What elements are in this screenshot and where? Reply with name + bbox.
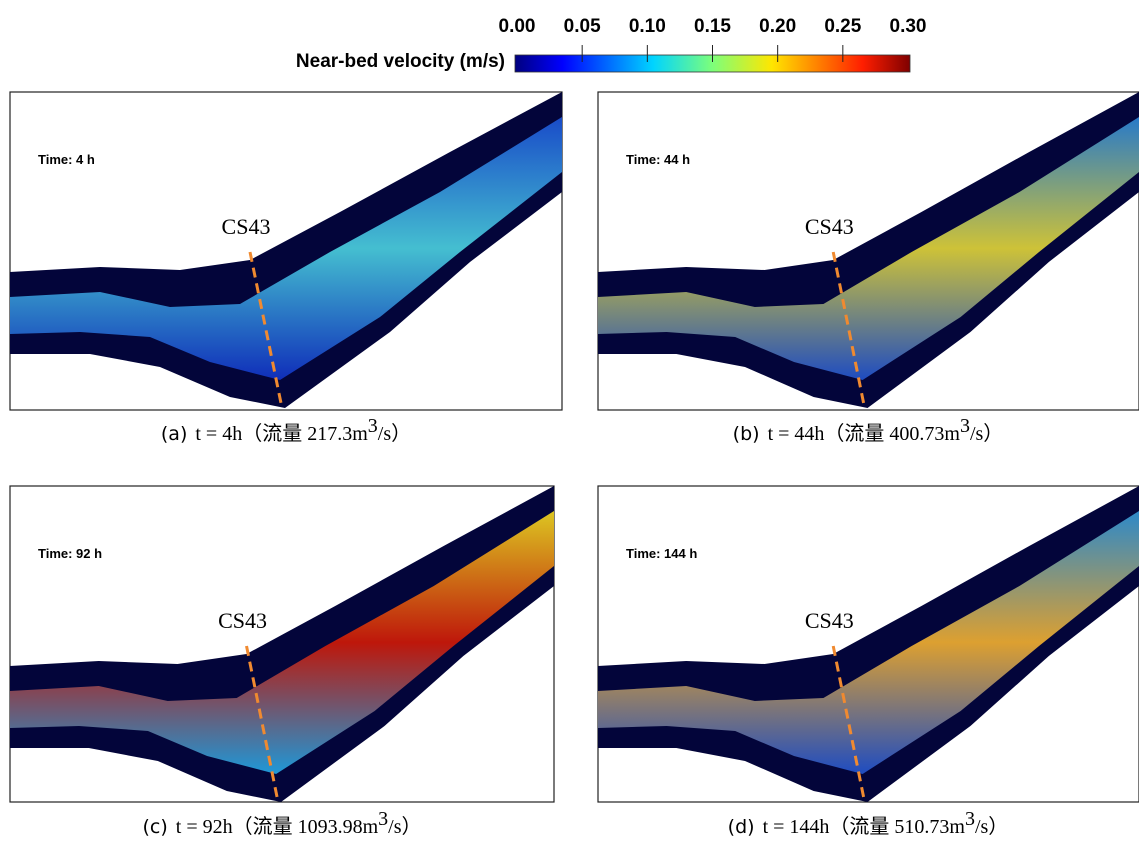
caption-tail: /s） — [975, 815, 1008, 838]
colorbar-tick-label: 0.15 — [694, 16, 731, 37]
time-label: Time: 92 h — [38, 546, 102, 561]
caption-text: t = 92h（流量 1093.98m — [176, 815, 379, 838]
section-label: CS43 — [805, 608, 854, 633]
caption-text: t = 4h（流量 217.3m — [195, 422, 368, 445]
cross-section — [831, 251, 867, 409]
caption-power: 3 — [368, 415, 378, 437]
cross-section — [245, 645, 280, 803]
caption-text: t = 144h（流量 510.73m — [763, 815, 966, 838]
flow-band — [10, 117, 562, 380]
colorbar-tick-label: 0.25 — [824, 16, 861, 37]
time-label: Time: 4 h — [38, 152, 95, 167]
caption-label: (b) — [733, 423, 760, 445]
caption-power: 3 — [960, 415, 970, 437]
flow-band — [10, 511, 554, 774]
caption-label: (c) — [142, 816, 167, 838]
section-label: CS43 — [222, 214, 271, 239]
caption: (a) t = 4h（流量 217.3m3/s） — [161, 415, 411, 445]
colorbar-tick-label: 0.10 — [629, 16, 666, 37]
flow-band — [598, 511, 1139, 774]
panel: Time: 44 h CS43 — [597, 91, 1139, 411]
caption-text: t = 44h（流量 400.73m — [768, 422, 961, 445]
caption: (c) t = 92h（流量 1093.98m3/s） — [142, 808, 421, 838]
time-label: Time: 44 h — [626, 152, 690, 167]
section-label: CS43 — [218, 608, 267, 633]
caption-power: 3 — [378, 808, 388, 830]
caption: (b) t = 44h（流量 400.73m3/s） — [733, 415, 1004, 445]
cross-section — [248, 251, 284, 409]
cross-section — [831, 645, 867, 803]
caption-tail: /s） — [388, 815, 421, 838]
colorbar-tick-label: 0.00 — [499, 16, 536, 37]
caption-label: (d) — [728, 816, 755, 838]
section-label: CS43 — [805, 214, 854, 239]
colorbar-tick-label: 0.20 — [759, 16, 796, 37]
colorbar-label: Near-bed velocity (m/s) — [296, 51, 505, 72]
colorbar-tick-label: 0.30 — [890, 16, 927, 37]
flow-band — [598, 117, 1139, 380]
caption: (d) t = 144h（流量 510.73m3/s） — [728, 808, 1009, 838]
time-label: Time: 144 h — [626, 546, 697, 561]
panel: Time: 92 h CS43 — [9, 485, 555, 803]
colorbar-tick-label: 0.05 — [564, 16, 601, 37]
panel: Time: 144 h CS43 — [597, 485, 1139, 803]
caption-tail: /s） — [378, 422, 411, 445]
caption-power: 3 — [965, 808, 975, 830]
caption-tail: /s） — [970, 422, 1003, 445]
panel: Time: 4 h CS43 — [9, 91, 563, 411]
caption-label: (a) — [161, 423, 187, 445]
